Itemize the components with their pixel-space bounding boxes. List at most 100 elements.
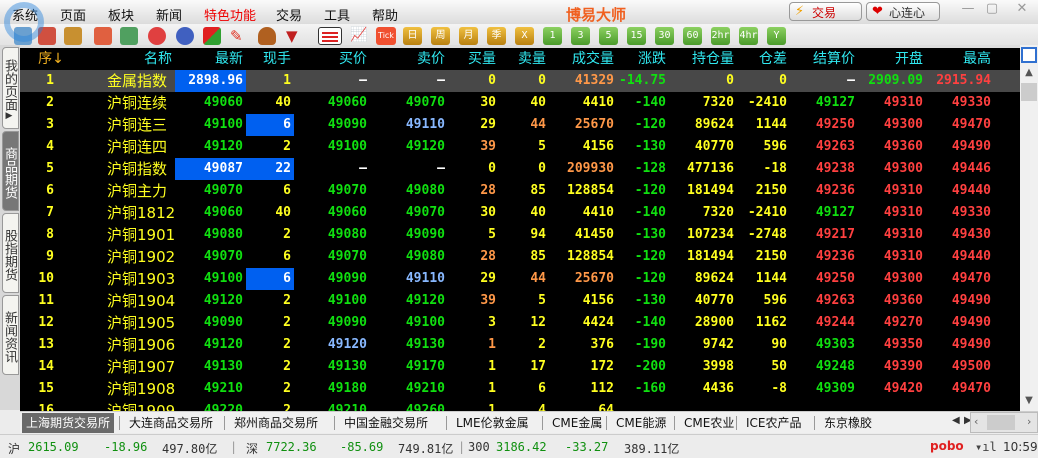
scroll-down-icon[interactable]: ▼ (1025, 395, 1033, 406)
menu-features[interactable]: 特色功能 (204, 9, 257, 24)
left-tab-index-futures[interactable]: 股指期货 (2, 213, 19, 293)
exchange-tab[interactable]: 上海期货交易所 (22, 413, 115, 433)
table-row[interactable]: 8 沪铜1901 49080 2 49080 49090 5 94 41450 -130 10723… (20, 224, 1020, 246)
exchange-tab[interactable]: 郑州商品交易所 (234, 416, 319, 430)
refresh-icon[interactable] (120, 27, 138, 45)
column-header-1[interactable]: 名称 (144, 51, 172, 67)
tick-icon[interactable]: Tick (376, 27, 396, 45)
menu-news[interactable]: 新闻 (156, 9, 183, 24)
exchange-tab[interactable]: 大连商品交易所 (129, 416, 214, 430)
exchange-tab[interactable]: ICE农产品 (746, 416, 802, 430)
period-button-60[interactable]: 60 (683, 27, 702, 45)
period-button-季[interactable]: 季 (487, 27, 506, 45)
exchange-tab[interactable]: CME能源 (616, 416, 667, 430)
cell-11: 0 (779, 73, 787, 88)
menu-page[interactable]: 页面 (60, 9, 87, 24)
period-button-日[interactable]: 日 (403, 27, 422, 45)
period-button-2hr[interactable]: 2hr (711, 27, 730, 45)
filter-icon[interactable]: ▼ (286, 27, 298, 45)
menu-tools[interactable]: 工具 (324, 9, 351, 24)
period-button-5[interactable]: 5 (599, 27, 618, 45)
left-tab-my-page[interactable]: 我的页面▶ (2, 47, 19, 129)
column-header-4[interactable]: 买价 (339, 51, 367, 67)
table-row[interactable]: 11 沪铜1904 49120 2 49100 49120 39 5 4156 -130 40770… (20, 290, 1020, 312)
minimize-button[interactable]: — (961, 1, 975, 16)
color-blocks-icon[interactable] (203, 27, 221, 45)
column-header-3[interactable]: 现手 (263, 51, 291, 67)
table-row[interactable]: 16 沪铜1909 49220 2 49210 49260 1 4 64 (20, 400, 1020, 411)
close-button[interactable]: ✕ (1016, 1, 1028, 16)
left-tab-news[interactable]: 新闻资讯 (2, 295, 19, 375)
column-header-8[interactable]: 成交量 (572, 51, 614, 67)
table-row[interactable]: 13 沪铜1906 49120 2 49120 49130 1 2 376 -190 9742 90 4… (20, 334, 1020, 356)
column-header-0[interactable]: 序↓ (38, 51, 64, 67)
bell-icon[interactable] (258, 27, 276, 45)
table-row[interactable]: 7 沪铜1812 49060 40 49060 49070 30 40 4410 -140 7320… (20, 202, 1020, 224)
exchange-tab[interactable]: CME农业 (684, 416, 735, 430)
table-row[interactable]: 1 金属指数 2898.96 1 — — 0 0 41329 -14.75 0 0 — 2909.09 29… (20, 70, 1020, 92)
table-row[interactable]: 3 沪铜连三 49100 6 49090 49110 29 44 25670 -120 89624 1… (20, 114, 1020, 136)
exchange-tab[interactable]: 东京橡胶 (824, 416, 873, 430)
period-button-3[interactable]: 3 (571, 27, 590, 45)
table-row[interactable]: 15 沪铜1908 49210 2 49180 49210 1 6 112 -160 4436 -8 4… (20, 378, 1020, 400)
period-button-周[interactable]: 周 (431, 27, 450, 45)
menu-sector[interactable]: 板块 (108, 9, 135, 24)
trade-button[interactable]: ⚡ 交易 (789, 2, 862, 21)
period-button-Y[interactable]: Y (767, 27, 786, 45)
heart-button[interactable]: ❤ 心连心 (866, 2, 940, 21)
zoom-out-icon[interactable] (176, 27, 194, 45)
table-row[interactable]: 5 沪铜指数 49087 22 — — 0 0 209930 -128 477136 -18 49238… (20, 158, 1020, 180)
chevron-right-icon[interactable]: › (1027, 415, 1032, 428)
scroll-thumb[interactable] (1021, 83, 1037, 101)
tab-divider (119, 416, 120, 430)
scroll-up-icon[interactable]: ▲ (1025, 67, 1033, 78)
cell-12: 49248 (815, 359, 855, 374)
exchange-tab[interactable]: 中国金融交易所 (344, 416, 429, 430)
table-row[interactable]: 10 沪铜1903 49100 6 49090 49110 29 44 25670 -120 896… (20, 268, 1020, 290)
exchange-tab[interactable]: CME金属 (552, 416, 603, 430)
table-row[interactable]: 9 沪铜1902 49070 6 49070 49080 28 85 128854 -120 181… (20, 246, 1020, 268)
period-button-1[interactable]: 1 (543, 27, 562, 45)
column-header-5[interactable]: 卖价 (417, 51, 445, 67)
horizontal-scrollbar[interactable]: ‹ › (970, 412, 1038, 433)
zoom-in-icon[interactable] (148, 27, 166, 45)
table-row[interactable]: 4 沪铜连四 49120 2 49100 49120 39 5 4156 -130 40770 596… (20, 136, 1020, 158)
notebook-icon[interactable] (64, 27, 82, 45)
table-row[interactable]: 6 沪铜主力 49070 6 49070 49080 28 85 128854 -120 18149… (20, 180, 1020, 202)
column-header-9[interactable]: 涨跌 (638, 51, 666, 67)
column-header-12[interactable]: 结算价 (813, 51, 855, 67)
period-button-X[interactable]: X (515, 27, 534, 45)
left-tab-commodity-futures[interactable]: 商品期货 (2, 131, 19, 211)
exchange-tab[interactable]: LME伦敦金属 (456, 416, 529, 430)
tab-scroll-right-icon[interactable]: ▶ (964, 415, 972, 426)
column-header-14[interactable]: 最高 (963, 51, 991, 67)
period-button-月[interactable]: 月 (459, 27, 478, 45)
column-header-7[interactable]: 卖量 (518, 51, 546, 67)
trend-chart-icon[interactable]: 📈 (350, 27, 368, 43)
menu-trade[interactable]: 交易 (276, 9, 303, 24)
column-header-11[interactable]: 仓差 (759, 51, 787, 67)
tab-scroll-left-icon[interactable]: ◀ (952, 415, 960, 426)
table-row[interactable]: 12 沪铜1905 49090 2 49090 49100 3 12 4424 -140 28900… (20, 312, 1020, 334)
column-header-10[interactable]: 持仓量 (692, 51, 734, 67)
menu-help[interactable]: 帮助 (372, 9, 399, 24)
maximize-panel-icon[interactable] (1021, 47, 1037, 63)
table-row[interactable]: 2 沪铜连续 49060 40 49060 49070 30 40 4410 -140 7320 -2… (20, 92, 1020, 114)
window-icon[interactable] (94, 27, 112, 45)
pen-icon[interactable]: ✎ (230, 27, 243, 45)
column-header-6[interactable]: 买量 (468, 51, 496, 67)
table-row[interactable]: 14 沪铜1907 49130 2 49130 49170 1 17 172 -200 3998 50… (20, 356, 1020, 378)
column-header-2[interactable]: 最新 (215, 51, 243, 67)
chevron-left-icon[interactable]: ‹ (974, 415, 979, 428)
restore-button[interactable]: ▢ (985, 1, 999, 16)
home-icon[interactable] (38, 27, 56, 45)
quote-table-icon[interactable] (318, 27, 342, 45)
back-icon[interactable] (14, 27, 32, 45)
period-button-4hr[interactable]: 4hr (739, 27, 758, 45)
menu-system[interactable]: 系统 (12, 9, 39, 24)
period-button-15[interactable]: 15 (627, 27, 646, 45)
column-header-13[interactable]: 开盘 (895, 51, 923, 67)
vertical-scrollbar[interactable]: ▲ ▼ (1020, 45, 1038, 411)
hscroll-thumb[interactable] (987, 415, 1015, 430)
period-button-30[interactable]: 30 (655, 27, 674, 45)
